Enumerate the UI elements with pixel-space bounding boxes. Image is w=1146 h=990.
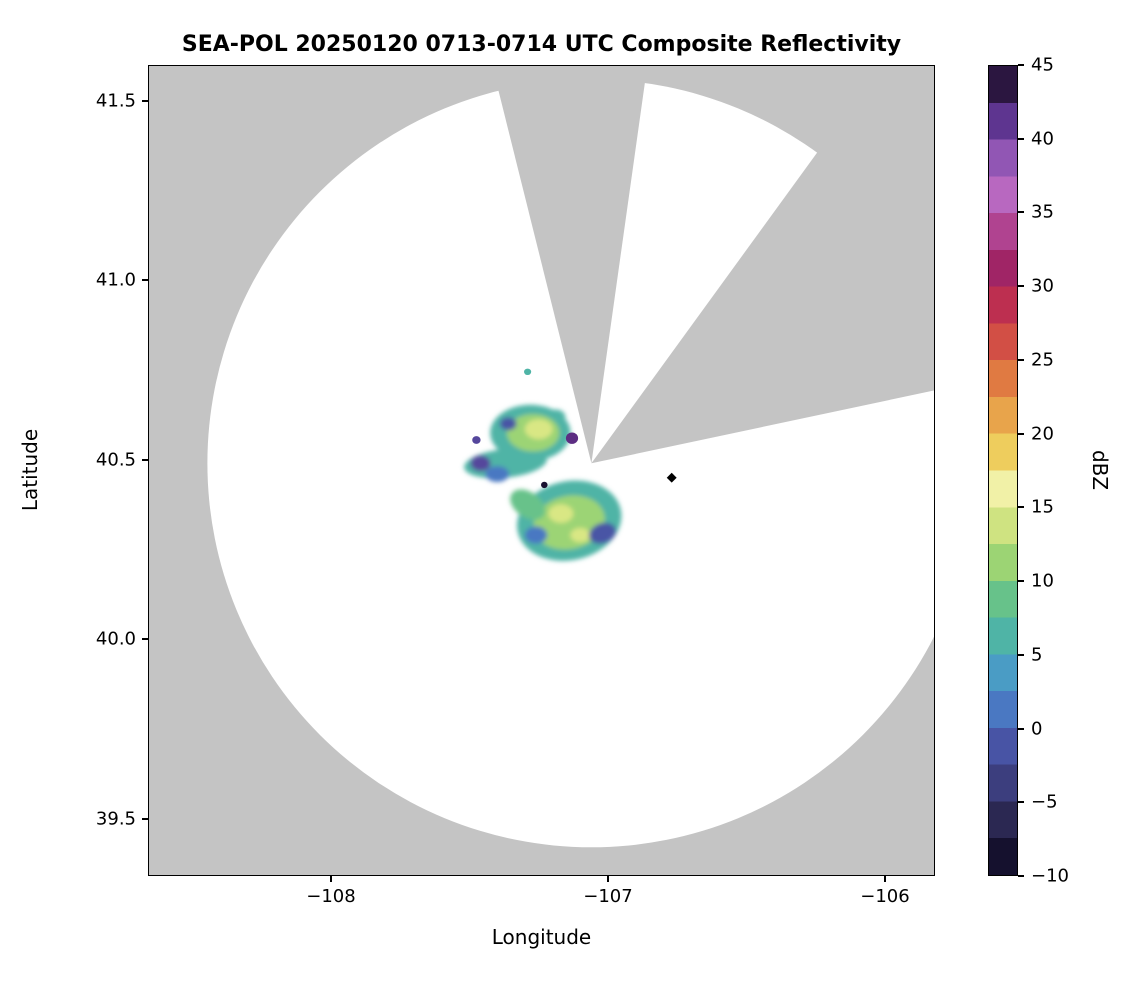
x-axis-label: Longitude xyxy=(491,925,592,949)
colorbar-tick xyxy=(1018,64,1024,66)
radar-ppi-plot xyxy=(148,65,935,876)
colorbar-tick xyxy=(1018,506,1024,508)
colorbar-gradient xyxy=(989,66,1017,875)
x-tick-label: −107 xyxy=(583,886,633,907)
colorbar-tick xyxy=(1018,211,1024,213)
reflectivity-echoes-soft xyxy=(464,404,622,561)
echo-region xyxy=(510,489,546,520)
y-tick-label: 40.5 xyxy=(95,449,136,471)
echo-region xyxy=(470,455,491,472)
y-tick-label: 40.0 xyxy=(95,628,136,650)
reflectivity-echoes-fine xyxy=(472,368,579,489)
colorbar-tick xyxy=(1018,728,1024,730)
x-tick xyxy=(330,876,332,882)
colorbar-tick xyxy=(1018,359,1024,361)
chart-title: SEA-POL 20250120 0713-0714 UTC Composite… xyxy=(181,32,902,57)
colorbar-tick-label: 15 xyxy=(1031,496,1054,518)
axes-border xyxy=(148,65,935,876)
colorbar-tick-label: 0 xyxy=(1031,718,1043,740)
y-tick-label: 41.5 xyxy=(95,90,136,112)
colorbar-tick xyxy=(1018,801,1024,803)
echo-region xyxy=(524,526,548,544)
echo-region xyxy=(541,481,548,489)
echo-region xyxy=(570,527,591,543)
colorbar-tick xyxy=(1018,285,1024,287)
colorbar-tick-label: 20 xyxy=(1031,423,1054,445)
echo-region xyxy=(588,522,617,544)
colorbar-tick-label: 10 xyxy=(1031,570,1054,592)
colorbar-tick-label: 40 xyxy=(1031,128,1054,150)
x-tick xyxy=(607,876,609,882)
echo-region xyxy=(565,432,579,444)
echo-region xyxy=(464,448,547,479)
colorbar-tick-label: 25 xyxy=(1031,349,1054,371)
echo-region xyxy=(548,504,574,523)
echo-region xyxy=(524,419,553,440)
colorbar-tick-label: −5 xyxy=(1031,791,1058,813)
colorbar-tick xyxy=(1018,138,1024,140)
echo-region xyxy=(485,466,510,482)
plot-area xyxy=(148,65,935,876)
blocked-sector xyxy=(591,65,935,464)
y-axis-label: Latitude xyxy=(18,428,42,512)
colorbar xyxy=(988,65,1018,876)
x-tick-label: −106 xyxy=(860,886,910,907)
colorbar-tick-label: 30 xyxy=(1031,275,1054,297)
colorbar-tick-label: 5 xyxy=(1031,644,1043,666)
colorbar-label: dBZ xyxy=(1088,449,1112,491)
y-tick-label: 39.5 xyxy=(95,808,136,830)
colorbar-tick xyxy=(1018,654,1024,656)
colorbar-tick-label: 45 xyxy=(1031,54,1054,76)
blocked-sector xyxy=(492,65,648,464)
colorbar-tick-label: 35 xyxy=(1031,201,1054,223)
colorbar-tick-label: −10 xyxy=(1031,865,1069,887)
colorbar-tick xyxy=(1018,433,1024,435)
colorbar-tick xyxy=(1018,875,1024,877)
echo-region xyxy=(524,368,532,375)
echo-region xyxy=(472,436,481,444)
echo-region xyxy=(499,417,517,431)
y-tick-label: 41.0 xyxy=(95,269,136,291)
x-tick xyxy=(884,876,886,882)
colorbar-tick xyxy=(1018,580,1024,582)
point-marker xyxy=(666,472,677,483)
x-tick-label: −108 xyxy=(306,886,356,907)
